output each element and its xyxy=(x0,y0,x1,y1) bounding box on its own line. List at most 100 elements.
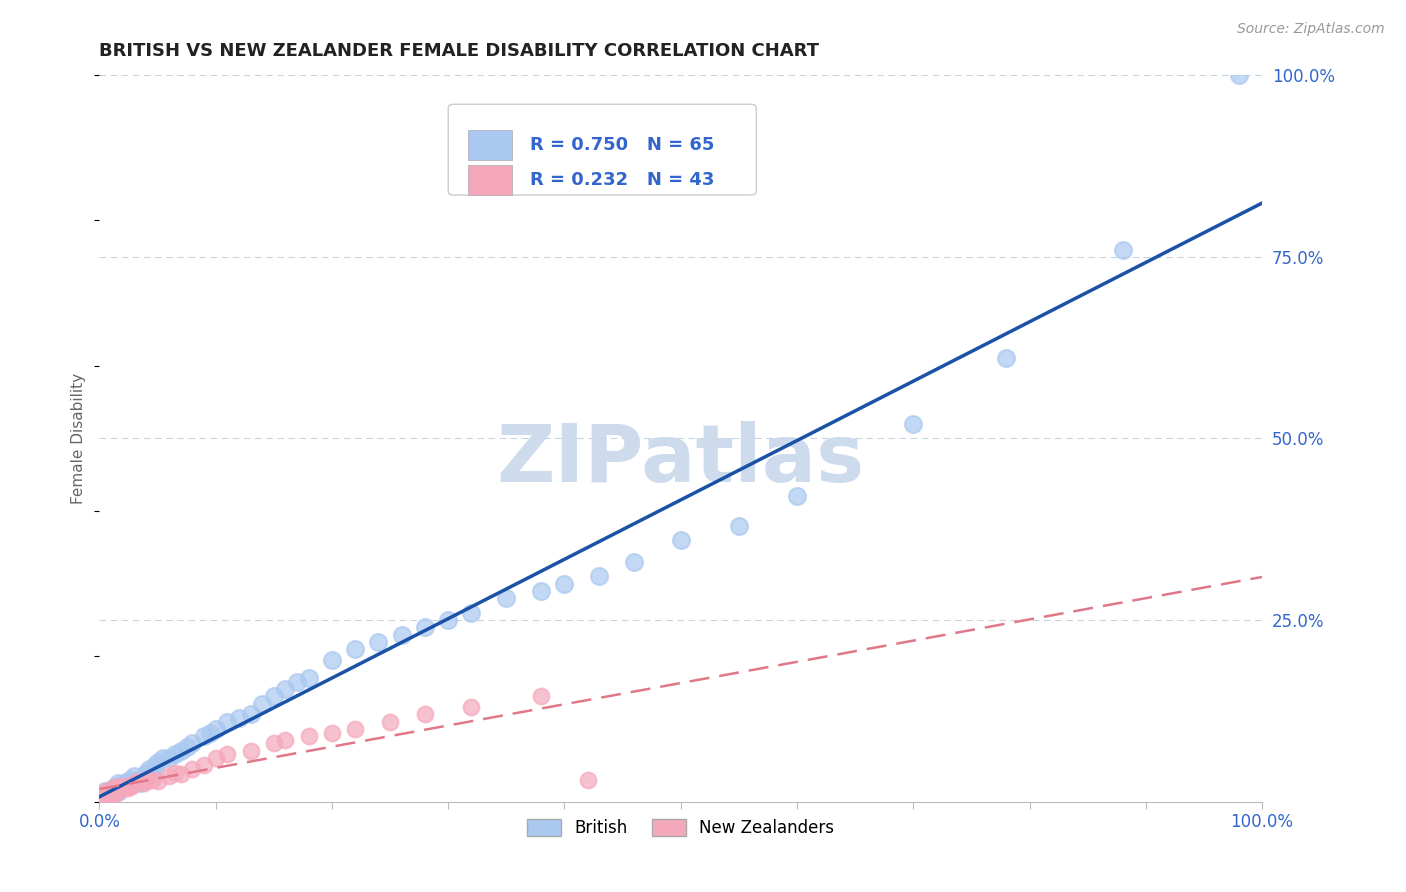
Point xyxy=(135,765,157,780)
Point xyxy=(669,533,692,547)
Point xyxy=(97,786,120,800)
Point xyxy=(413,707,436,722)
Point xyxy=(117,774,139,789)
Point xyxy=(530,690,553,704)
Point xyxy=(250,697,273,711)
Text: R = 0.750   N = 65: R = 0.750 N = 65 xyxy=(530,136,714,154)
Point xyxy=(576,772,599,787)
FancyBboxPatch shape xyxy=(468,129,512,161)
Point xyxy=(115,779,138,793)
Legend: British, New Zealanders: British, New Zealanders xyxy=(520,813,841,844)
Point xyxy=(121,779,143,793)
Point xyxy=(344,722,367,736)
Point xyxy=(127,774,149,789)
Text: BRITISH VS NEW ZEALANDER FEMALE DISABILITY CORRELATION CHART: BRITISH VS NEW ZEALANDER FEMALE DISABILI… xyxy=(100,42,820,60)
Y-axis label: Female Disability: Female Disability xyxy=(72,373,86,504)
Point xyxy=(120,772,142,787)
Point xyxy=(239,744,262,758)
Point xyxy=(1111,243,1133,257)
Point xyxy=(135,772,157,787)
Point xyxy=(96,783,118,797)
Point xyxy=(124,776,146,790)
Point xyxy=(157,769,180,783)
Point xyxy=(129,776,152,790)
Point xyxy=(141,765,163,780)
FancyBboxPatch shape xyxy=(468,164,512,195)
Point xyxy=(96,787,118,801)
Point xyxy=(204,722,226,736)
Point xyxy=(103,781,125,796)
Point xyxy=(93,786,115,800)
Point xyxy=(176,740,198,755)
Text: R = 0.232   N = 43: R = 0.232 N = 43 xyxy=(530,170,714,189)
Text: ZIPatlas: ZIPatlas xyxy=(496,421,865,500)
Point xyxy=(97,787,120,801)
Point xyxy=(111,779,134,793)
Point xyxy=(344,642,367,657)
Point xyxy=(437,613,460,627)
Point xyxy=(100,787,122,801)
Point xyxy=(903,417,925,431)
Point xyxy=(170,744,193,758)
Point xyxy=(91,787,114,801)
Point xyxy=(623,555,645,569)
Point xyxy=(995,351,1018,366)
Point xyxy=(141,772,163,787)
Point xyxy=(588,569,610,583)
Point xyxy=(91,787,114,801)
Point xyxy=(1227,68,1250,82)
Text: Source: ZipAtlas.com: Source: ZipAtlas.com xyxy=(1237,22,1385,37)
Point xyxy=(103,781,125,796)
Point xyxy=(138,762,160,776)
Point xyxy=(367,634,389,648)
Point xyxy=(298,671,321,685)
Point xyxy=(228,711,250,725)
Point xyxy=(132,776,155,790)
Point xyxy=(103,780,125,794)
Point xyxy=(94,786,117,800)
Point xyxy=(94,783,117,797)
Point xyxy=(786,490,808,504)
Point xyxy=(193,758,215,772)
Point xyxy=(111,780,134,794)
Point xyxy=(107,776,129,790)
Point xyxy=(163,765,186,780)
Point xyxy=(157,751,180,765)
Point xyxy=(103,780,125,794)
Point xyxy=(298,729,321,743)
Point xyxy=(321,653,343,667)
Point xyxy=(274,681,297,696)
Point xyxy=(101,783,124,797)
Point xyxy=(181,736,204,750)
Point xyxy=(728,518,751,533)
Point xyxy=(530,583,553,598)
Point xyxy=(146,774,169,789)
Point xyxy=(204,751,226,765)
Point xyxy=(413,620,436,634)
Point xyxy=(460,606,482,620)
Point xyxy=(163,747,186,762)
Point xyxy=(460,700,482,714)
Point xyxy=(217,714,239,729)
Point xyxy=(114,776,136,790)
Point xyxy=(274,732,297,747)
Point xyxy=(170,767,193,781)
Point xyxy=(108,783,131,797)
Point xyxy=(378,714,401,729)
Point xyxy=(110,781,132,796)
Point xyxy=(553,576,575,591)
Point xyxy=(263,736,285,750)
Point xyxy=(239,707,262,722)
Point xyxy=(143,758,166,772)
Point xyxy=(152,751,174,765)
Point xyxy=(198,725,221,739)
Point xyxy=(132,769,155,783)
Point xyxy=(107,781,129,796)
Point xyxy=(263,690,285,704)
Point xyxy=(98,787,121,801)
Point xyxy=(124,769,146,783)
Point xyxy=(97,786,120,800)
Point xyxy=(100,786,122,800)
Point xyxy=(117,781,139,796)
Point xyxy=(98,789,121,803)
